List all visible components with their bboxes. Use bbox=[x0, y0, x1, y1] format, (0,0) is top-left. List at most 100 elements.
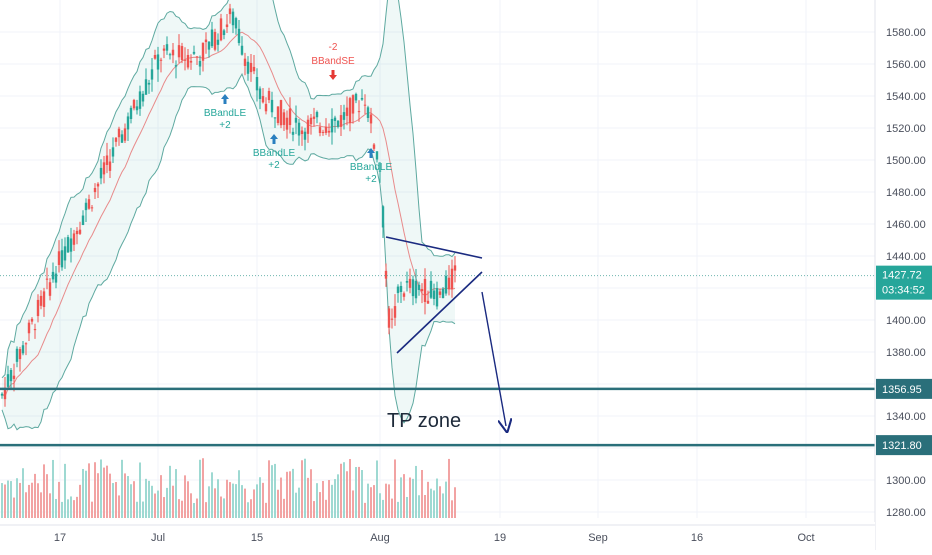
volume-bar bbox=[133, 481, 135, 518]
candle-body bbox=[192, 51, 196, 54]
candle bbox=[381, 205, 385, 239]
candle-body bbox=[195, 56, 199, 58]
volume-bar bbox=[160, 475, 162, 518]
time-tick-label: Sep bbox=[588, 532, 608, 544]
candle bbox=[129, 105, 133, 124]
volume-bar bbox=[424, 495, 426, 518]
volume-bar bbox=[46, 474, 48, 518]
candle bbox=[243, 52, 247, 76]
volume-bar bbox=[184, 475, 186, 518]
candle bbox=[333, 115, 337, 133]
volume-bar bbox=[439, 486, 441, 518]
price-tick-label: 1540.00 bbox=[886, 91, 926, 103]
volume-bar bbox=[154, 493, 156, 518]
volume-bar bbox=[319, 492, 321, 518]
candle-body bbox=[15, 348, 19, 362]
candle-body bbox=[321, 131, 325, 133]
candle-body bbox=[72, 233, 76, 245]
candle-body bbox=[135, 106, 139, 111]
candle-body bbox=[264, 103, 268, 112]
candle bbox=[183, 47, 187, 71]
horizontal-levels[interactable] bbox=[0, 275, 875, 447]
candle bbox=[108, 149, 112, 178]
candle bbox=[264, 97, 268, 115]
candle bbox=[180, 42, 184, 64]
volume-bar bbox=[148, 480, 150, 518]
down-arrow[interactable] bbox=[481, 291, 506, 426]
candle bbox=[30, 317, 34, 325]
level-price-tag bbox=[876, 378, 932, 399]
candle bbox=[54, 266, 58, 289]
volume-bar bbox=[295, 492, 297, 518]
volume-bar bbox=[106, 465, 108, 518]
candle-body bbox=[243, 58, 247, 66]
volume-bar bbox=[109, 473, 111, 518]
signal-up-arrow-icon bbox=[367, 148, 375, 158]
candle-body bbox=[30, 318, 34, 322]
triangle-upper-trendline[interactable] bbox=[385, 236, 483, 259]
candle-body bbox=[189, 60, 193, 63]
volume-bar bbox=[430, 488, 432, 518]
volume-bar bbox=[169, 465, 171, 518]
time-axis[interactable]: 17 Jul 15 Aug 19 Sep 16 Oct bbox=[0, 522, 875, 550]
volume-bar bbox=[265, 502, 267, 518]
volume-bar bbox=[34, 473, 36, 518]
candle bbox=[438, 288, 442, 299]
candle-body bbox=[345, 107, 349, 116]
candle-body bbox=[9, 369, 13, 382]
candle bbox=[6, 365, 10, 388]
candle-body bbox=[225, 24, 229, 28]
triangle-lower-trendline[interactable] bbox=[396, 271, 483, 354]
volume-bar bbox=[304, 458, 306, 518]
candle bbox=[360, 89, 364, 101]
price-tick-label: 1300.00 bbox=[886, 475, 926, 487]
candle-body bbox=[282, 112, 286, 125]
volume-bar bbox=[97, 473, 99, 518]
candle-body bbox=[153, 54, 157, 59]
candle bbox=[429, 271, 433, 299]
candle-body bbox=[0, 393, 4, 396]
candle bbox=[366, 105, 370, 122]
candle bbox=[138, 85, 142, 116]
triangle-pattern-drawing[interactable] bbox=[385, 236, 506, 426]
candle bbox=[258, 86, 262, 110]
candle bbox=[204, 32, 208, 54]
candle bbox=[432, 283, 436, 306]
volume-bar bbox=[163, 497, 165, 518]
volume-bar bbox=[232, 483, 234, 518]
candle-body bbox=[453, 265, 457, 271]
candle-body bbox=[387, 308, 391, 328]
volume-bar bbox=[85, 470, 87, 518]
candle bbox=[186, 49, 190, 70]
volume-bar bbox=[283, 498, 285, 518]
candle-body bbox=[210, 29, 214, 47]
volume-bar bbox=[376, 460, 378, 518]
volume-bar bbox=[325, 499, 327, 518]
candle-body bbox=[150, 69, 154, 80]
volume-bar bbox=[157, 490, 159, 518]
volume-bar bbox=[79, 484, 81, 518]
time-tick-label: 16 bbox=[691, 532, 703, 544]
candle bbox=[144, 68, 148, 96]
candle-body bbox=[183, 59, 187, 61]
time-tick-label: Oct bbox=[797, 532, 814, 544]
volume-bar bbox=[178, 499, 180, 518]
candle-body bbox=[18, 349, 22, 360]
volume-bar bbox=[223, 498, 225, 518]
candle-body bbox=[258, 88, 262, 99]
candle bbox=[126, 112, 130, 142]
volume-bar bbox=[286, 471, 288, 518]
candle-body bbox=[348, 98, 352, 124]
candle-body bbox=[300, 130, 304, 135]
candle-body bbox=[108, 161, 112, 171]
time-tick-label: 19 bbox=[494, 532, 506, 544]
volume-bar bbox=[166, 487, 168, 518]
candle bbox=[75, 227, 79, 245]
volume-bar bbox=[136, 501, 138, 518]
candle-body bbox=[399, 285, 403, 292]
volume-bar bbox=[262, 482, 264, 518]
candle bbox=[393, 294, 397, 326]
candle bbox=[453, 256, 457, 283]
